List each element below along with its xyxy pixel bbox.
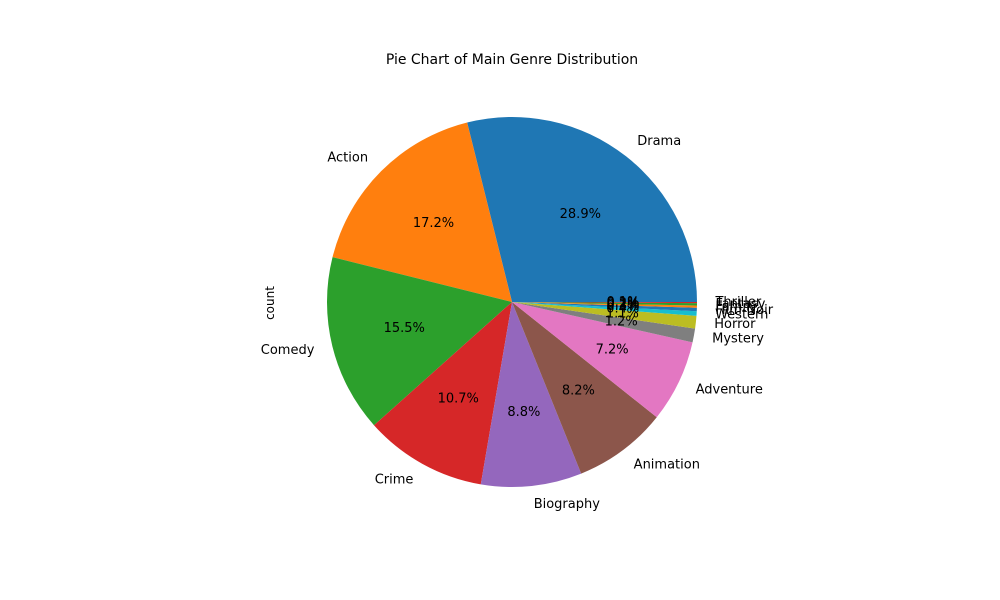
pie-slice-drama	[467, 117, 697, 302]
pie-slice-adventure	[512, 302, 693, 418]
pie-slice-western	[512, 302, 697, 316]
slice-percent-thriller: 0.1%	[606, 295, 639, 310]
slice-percent-action: 17.2%	[413, 216, 454, 231]
slice-label-western: Western	[715, 307, 768, 322]
slice-label-family: Family	[715, 300, 757, 315]
pie-slice-animation	[512, 302, 657, 474]
slice-percent-fantasy: 0.2%	[606, 296, 639, 311]
slice-label-film-noir: Film-Noir	[715, 303, 773, 318]
slice-label-fantasy: Fantasy	[715, 297, 765, 312]
slice-percent-adventure: 7.2%	[596, 342, 629, 357]
slice-label-adventure: Adventure	[696, 382, 763, 397]
slice-label-biography: Biography	[534, 497, 601, 512]
slice-label-action: Action	[327, 151, 368, 166]
slice-percent-biography: 8.8%	[507, 405, 540, 420]
chart-title: Pie Chart of Main Genre Distribution	[386, 52, 638, 68]
pie-slice-film-noir	[512, 302, 697, 312]
pie-slice-fantasy	[512, 302, 697, 306]
slice-label-mystery: Mystery	[712, 331, 764, 346]
slice-label-animation: Animation	[634, 458, 700, 473]
pie-slice-thriller	[512, 302, 697, 304]
pie-slice-horror	[512, 302, 697, 329]
slice-label-drama: Drama	[637, 134, 681, 149]
pie-slice-family	[512, 302, 697, 308]
pie-labels: Drama 28.9% Action 17.2% Comedy 15.5% Crime 10.…	[261, 134, 774, 512]
slice-label-crime: Crime	[375, 473, 414, 488]
y-axis-label: count	[263, 286, 277, 320]
pie-slice-mystery	[512, 302, 696, 343]
pie-slice-crime	[374, 302, 512, 485]
slice-percent-mystery: 1.2%	[605, 315, 638, 330]
pie-slice-comedy	[327, 257, 512, 426]
pie-slice-action	[332, 122, 512, 302]
slice-percent-family: 0.2%	[606, 297, 639, 312]
slice-percent-drama: 28.9%	[560, 207, 601, 222]
slice-percent-crime: 10.7%	[438, 392, 479, 407]
slice-percent-western: 0.4%	[606, 301, 639, 316]
pie-slices	[327, 117, 697, 487]
pie-slice-biography	[480, 302, 582, 487]
slice-percent-comedy: 15.5%	[384, 321, 425, 336]
slice-percent-film-noir: 0.3%	[606, 299, 639, 314]
slice-label-horror: Horror	[714, 317, 756, 332]
slice-percent-animation: 8.2%	[562, 383, 595, 398]
slice-label-thriller: Thriller	[714, 295, 761, 310]
slice-percent-horror: 1.1%	[606, 307, 639, 322]
slice-label-comedy: Comedy	[261, 343, 315, 358]
